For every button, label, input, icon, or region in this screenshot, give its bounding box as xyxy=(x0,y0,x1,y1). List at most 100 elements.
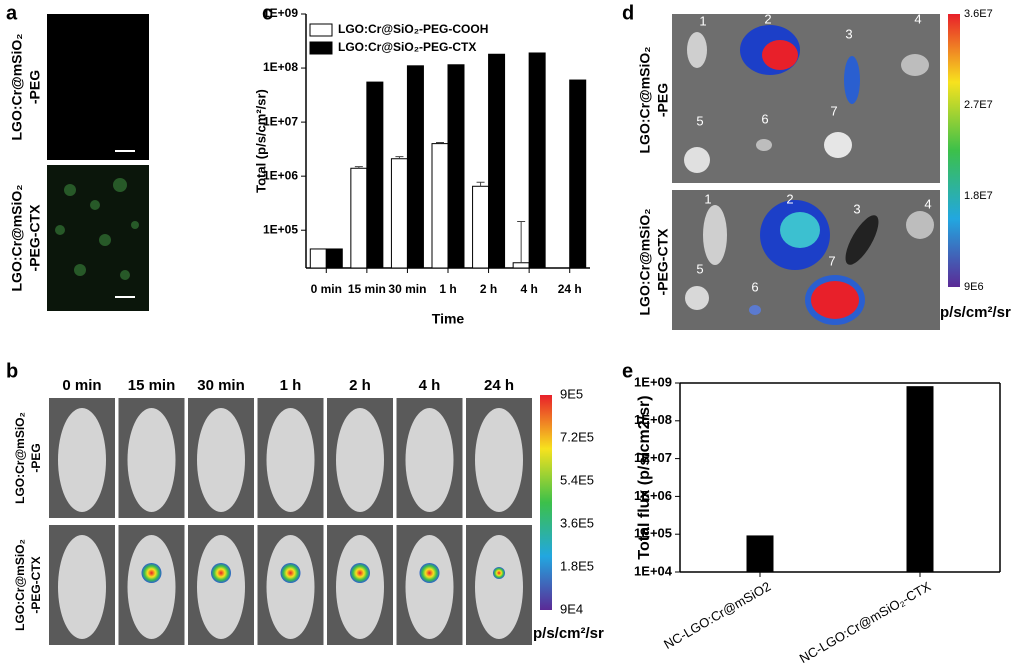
error-bar xyxy=(517,220,526,263)
legend-swatch xyxy=(309,41,333,55)
colorbar-tick-label: 1.8E5 xyxy=(560,558,594,573)
y-tick-label: 1E+07 xyxy=(263,114,298,128)
colorbar xyxy=(540,395,552,610)
organ-number: 4 xyxy=(924,196,931,211)
y-label-group: Total (p/s/cm²/sr) xyxy=(253,89,268,193)
colorbar-tick-label: 3.6E7 xyxy=(964,8,993,20)
mouse xyxy=(58,535,106,639)
micrograph xyxy=(47,14,149,160)
cell-signal xyxy=(55,178,139,280)
row-label-line: LGO:Cr@mSiO₂ xyxy=(13,412,27,504)
colorbar-unit: p/s/cm²/sr xyxy=(940,304,1011,321)
bar xyxy=(366,81,384,269)
row-label: LGO:Cr@mSiO₂ -PEG xyxy=(637,47,671,154)
colorbar-unit: p/s/cm²/sr xyxy=(533,625,604,642)
organ-number: 6 xyxy=(751,279,758,294)
bar xyxy=(447,64,465,269)
organ-number: 3 xyxy=(853,201,860,216)
y-tick-label: 1E+09 xyxy=(263,6,298,20)
panel-label: a xyxy=(6,2,18,24)
x-tick-label: NC-LGO:Cr@mSiO2 xyxy=(661,579,773,652)
row-label-line: -PEG xyxy=(655,83,671,117)
y-axis-label: Total (p/s/cm²/sr) xyxy=(253,89,268,193)
mouse xyxy=(475,408,523,512)
error-bar xyxy=(395,156,404,159)
organ-number: 2 xyxy=(786,191,793,206)
panel-label: e xyxy=(622,360,633,382)
panel-label: d xyxy=(622,2,634,24)
bar xyxy=(528,52,546,269)
mouse xyxy=(197,408,245,512)
signal xyxy=(280,563,301,583)
y-tick-label: 1E+09 xyxy=(634,374,672,389)
row-label-line: -PEG-CTX xyxy=(27,204,43,272)
row-label-line: -PEG xyxy=(29,443,43,472)
panel-label: c xyxy=(262,2,273,24)
y-tick-label: 1E+04 xyxy=(634,563,673,578)
column-label: 1 h xyxy=(280,377,302,394)
y-label-group: Total flux (p/s/cm2/sr) xyxy=(636,395,653,559)
signal xyxy=(419,563,440,583)
colorbar-tick-label: 5.4E5 xyxy=(560,472,594,487)
x-tick-label: 4 h xyxy=(520,282,537,296)
row-label-line: -PEG-CTX xyxy=(29,556,43,613)
legend-label: LGO:Cr@SiO₂-PEG-COOH xyxy=(338,22,488,36)
organ-number: 6 xyxy=(761,111,768,126)
bar xyxy=(325,248,343,269)
organ-number: 7 xyxy=(828,253,835,268)
organ-number: 5 xyxy=(696,261,703,276)
column-label: 30 min xyxy=(197,377,245,394)
signal xyxy=(211,563,231,583)
mouse xyxy=(58,408,106,512)
error-bar xyxy=(354,166,363,169)
mouse xyxy=(336,408,384,512)
y-tick-label: 1E+08 xyxy=(634,412,672,427)
legend-swatch xyxy=(309,23,333,37)
organ-number: 2 xyxy=(764,11,771,26)
y-tick-label: 1E+08 xyxy=(263,60,298,74)
mouse xyxy=(475,535,523,639)
y-tick-label: 1E+05 xyxy=(634,526,672,541)
row-label-line: LGO:Cr@mSiO₂ xyxy=(637,47,653,154)
row-label-line: LGO:Cr@mSiO₂ xyxy=(9,185,25,292)
x-tick-label: 30 min xyxy=(388,282,426,296)
row-label: LGO:Cr@mSiO₂ -PEG xyxy=(13,412,43,504)
column-label: 15 min xyxy=(128,377,176,394)
legend-label: LGO:Cr@SiO₂-PEG-CTX xyxy=(338,40,476,54)
signal xyxy=(141,563,162,583)
row-label: LGO:Cr@mSiO₂ -PEG-CTX xyxy=(637,209,671,316)
micrograph xyxy=(47,165,149,311)
organ-number: 3 xyxy=(845,26,852,41)
scale-bar xyxy=(115,296,135,298)
bar xyxy=(472,185,490,269)
signal xyxy=(350,563,370,583)
x-tick-label: 0 min xyxy=(311,282,342,296)
bar xyxy=(569,79,587,269)
organ-number: 1 xyxy=(699,13,706,28)
column-label: 4 h xyxy=(419,377,441,394)
column-label: 24 h xyxy=(484,377,514,394)
column-label: 0 min xyxy=(62,377,101,394)
row-label: LGO:Cr@mSiO₂ -PEG xyxy=(9,34,43,141)
bar xyxy=(512,262,530,269)
colorbar-tick-label: 9E6 xyxy=(964,281,984,293)
row-label-line: -PEG xyxy=(27,70,43,104)
bar xyxy=(906,386,934,573)
mouse xyxy=(405,535,454,639)
colorbar-tick-label: 7.2E5 xyxy=(560,429,594,444)
y-tick-label: 1E+06 xyxy=(634,488,672,503)
x-axis-label: Time xyxy=(432,311,465,327)
error-bar xyxy=(436,141,444,144)
y-tick-label: 1E+07 xyxy=(634,450,672,465)
row-label-line: LGO:Cr@mSiO₂ xyxy=(9,34,25,141)
organ-number: 4 xyxy=(914,11,921,26)
y-axis-label: Total flux (p/s/cm2/sr) xyxy=(636,395,653,559)
y-tick-label: 1E+06 xyxy=(263,168,298,182)
x-tick-label: NC-LGO:Cr@mSiO₂-CTX xyxy=(797,578,934,666)
organ-number: 5 xyxy=(696,113,703,128)
bar xyxy=(309,248,327,269)
mouse xyxy=(197,535,245,639)
x-tick-label: 15 min xyxy=(348,282,386,296)
x-tick-label: 1 h xyxy=(439,282,456,296)
